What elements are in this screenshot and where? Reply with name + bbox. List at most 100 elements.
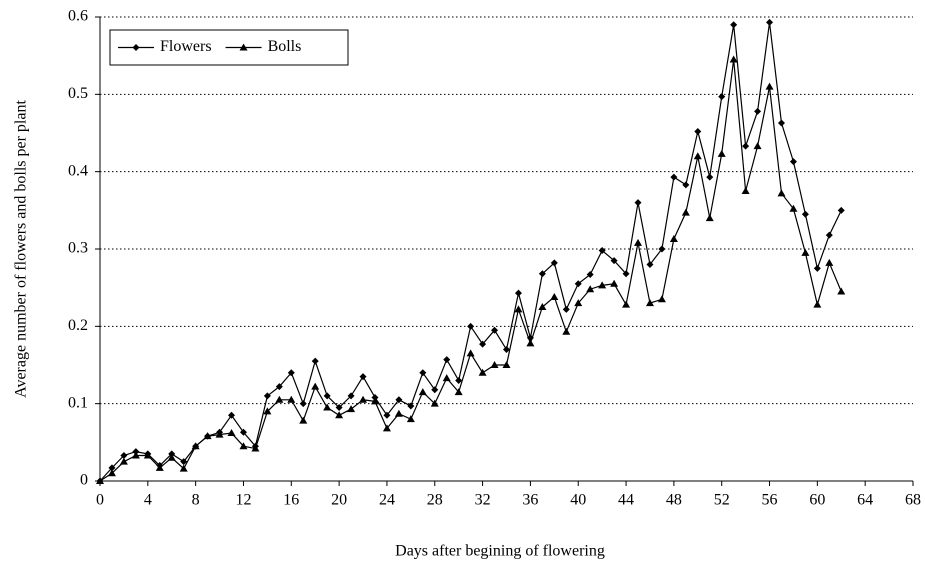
data-point xyxy=(239,428,247,436)
data-point xyxy=(179,464,188,472)
data-point xyxy=(574,280,582,288)
data-point xyxy=(108,464,116,472)
data-point xyxy=(622,270,630,278)
x-tick-label: 0 xyxy=(96,492,104,509)
y-tick-label: 0.5 xyxy=(68,85,88,102)
data-point xyxy=(634,238,643,246)
data-point xyxy=(825,231,833,239)
x-tick-label: 8 xyxy=(192,492,200,509)
y-tick-label: 0 xyxy=(80,472,88,489)
data-point xyxy=(646,260,654,268)
data-point xyxy=(777,119,785,127)
data-point xyxy=(430,399,439,407)
legend-label: Flowers xyxy=(160,38,212,55)
data-point xyxy=(634,199,642,207)
data-point xyxy=(479,340,487,348)
data-point xyxy=(622,300,631,308)
data-point xyxy=(167,453,176,461)
data-point xyxy=(742,142,750,150)
data-point xyxy=(550,259,558,267)
data-point xyxy=(347,392,355,400)
data-point xyxy=(455,376,463,384)
data-point xyxy=(323,392,331,400)
data-point xyxy=(789,158,797,166)
data-point xyxy=(813,300,822,308)
data-point xyxy=(813,264,821,272)
data-point xyxy=(766,18,774,26)
x-tick-label: 12 xyxy=(235,492,251,509)
data-point xyxy=(502,361,511,368)
data-point xyxy=(263,407,272,415)
x-tick-label: 40 xyxy=(570,492,586,509)
data-point xyxy=(370,397,379,405)
data-point xyxy=(323,403,332,411)
data-point xyxy=(203,432,212,440)
data-point xyxy=(825,258,834,266)
x-tick-label: 28 xyxy=(427,492,443,509)
data-point xyxy=(681,208,690,216)
x-tick-label: 60 xyxy=(809,492,825,509)
data-point xyxy=(765,82,774,90)
data-point xyxy=(311,382,320,390)
x-tick-label: 16 xyxy=(283,492,299,509)
data-point xyxy=(228,411,236,419)
data-point xyxy=(729,55,738,63)
data-point xyxy=(120,451,128,459)
data-point xyxy=(777,189,786,197)
data-point xyxy=(335,404,343,412)
legend-marker xyxy=(132,44,140,51)
x-tick-label: 48 xyxy=(666,492,682,509)
y-axis-label: Average number of flowers and bolls per … xyxy=(13,100,30,398)
x-tick-label: 24 xyxy=(379,492,395,509)
legend-label: Bolls xyxy=(268,38,302,55)
data-point xyxy=(718,93,726,101)
x-tick-label: 4 xyxy=(144,492,152,509)
data-point xyxy=(287,395,296,403)
data-point xyxy=(478,368,487,376)
x-tick-label: 56 xyxy=(762,492,778,509)
data-point xyxy=(717,149,726,157)
data-point xyxy=(574,299,583,307)
data-point xyxy=(693,152,702,160)
y-tick-label: 0.2 xyxy=(68,317,88,334)
data-point xyxy=(382,424,391,432)
data-point xyxy=(669,234,678,242)
data-point xyxy=(155,463,164,471)
data-point xyxy=(442,374,451,382)
data-point xyxy=(562,327,571,335)
x-tick-label: 44 xyxy=(618,492,634,509)
data-point xyxy=(682,181,690,189)
data-point xyxy=(503,346,510,354)
data-point xyxy=(706,173,714,181)
data-point xyxy=(407,402,415,410)
data-point xyxy=(514,305,523,313)
data-point xyxy=(466,349,475,357)
series-line xyxy=(99,59,842,482)
data-point xyxy=(789,204,798,212)
data-point xyxy=(538,303,547,310)
x-tick-label: 64 xyxy=(857,492,873,509)
x-tick-label: 52 xyxy=(714,492,730,509)
data-point xyxy=(837,206,845,214)
data-point xyxy=(514,289,522,297)
data-point xyxy=(754,107,762,115)
data-point xyxy=(562,305,570,313)
data-point xyxy=(443,356,451,364)
data-point xyxy=(658,245,666,253)
data-point xyxy=(586,271,594,279)
data-point xyxy=(227,429,236,437)
data-point xyxy=(347,405,356,413)
y-tick-label: 0.1 xyxy=(68,394,88,411)
data-point xyxy=(491,326,499,334)
data-point xyxy=(610,279,619,287)
data-point xyxy=(335,411,344,419)
x-tick-label: 68 xyxy=(905,492,921,509)
data-point xyxy=(454,388,463,396)
data-point xyxy=(143,451,152,459)
data-point xyxy=(741,187,750,194)
data-point xyxy=(359,395,368,403)
y-tick-label: 0.3 xyxy=(68,240,88,257)
x-tick-label: 36 xyxy=(522,492,538,509)
